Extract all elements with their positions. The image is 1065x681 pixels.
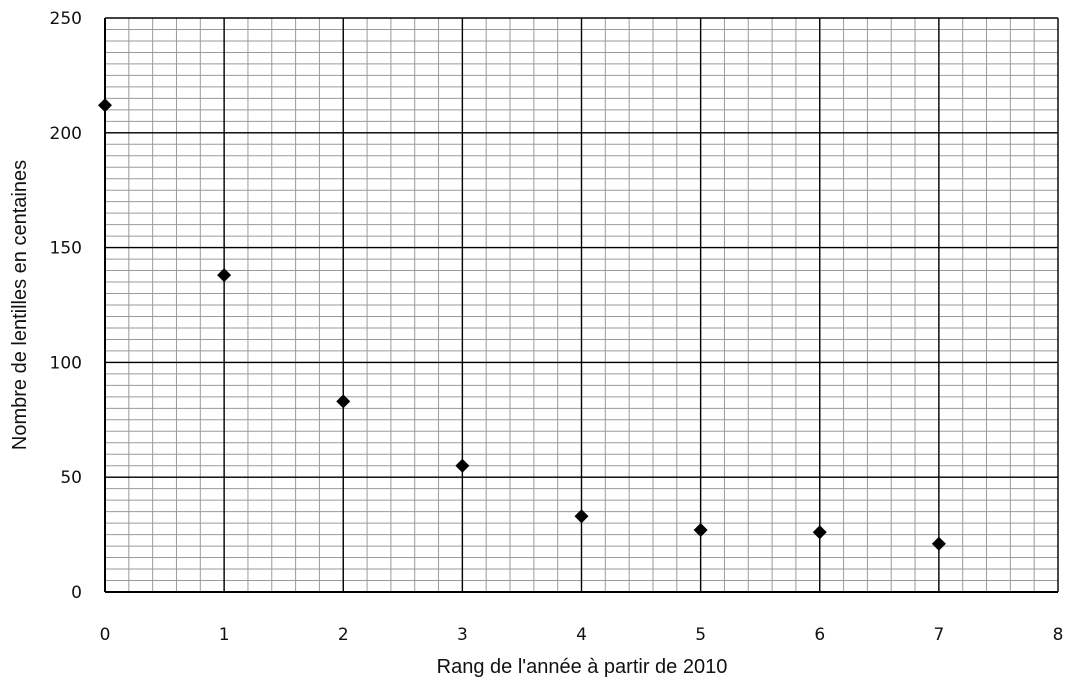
y-tick-label: 100 [50, 353, 82, 373]
data-point [98, 98, 112, 113]
y-tick-label: 250 [50, 9, 82, 29]
data-point [931, 536, 946, 551]
y-axis-title: Nombre de lentilles en centaines [9, 160, 31, 450]
x-axis-title: Rang de l'année à partir de 2010 [437, 656, 728, 678]
data-point [455, 458, 470, 473]
major-grid [104, 17, 1059, 593]
x-tick-label: 0 [100, 625, 111, 645]
data-points [98, 98, 946, 551]
x-tick-label: 8 [1053, 625, 1064, 645]
x-tick-label: 5 [695, 625, 706, 645]
x-tick-label: 2 [338, 625, 349, 645]
y-tick-label: 200 [50, 124, 82, 144]
data-point [812, 525, 827, 540]
data-point [336, 394, 351, 409]
x-tick-label: 7 [933, 625, 944, 645]
x-tick-label: 3 [457, 625, 468, 645]
data-point [693, 523, 708, 538]
y-tick-label: 0 [71, 583, 82, 603]
x-tick-label: 4 [576, 625, 587, 645]
data-point [574, 509, 589, 524]
data-point [217, 268, 232, 283]
y-tick-label: 50 [60, 468, 82, 488]
x-tick-label: 6 [814, 625, 825, 645]
tick-labels: 0 1 2 3 4 5 6 7 8 0 50 100 150 200 250 [50, 9, 1064, 645]
y-tick-label: 150 [50, 239, 82, 259]
x-tick-label: 1 [219, 625, 230, 645]
